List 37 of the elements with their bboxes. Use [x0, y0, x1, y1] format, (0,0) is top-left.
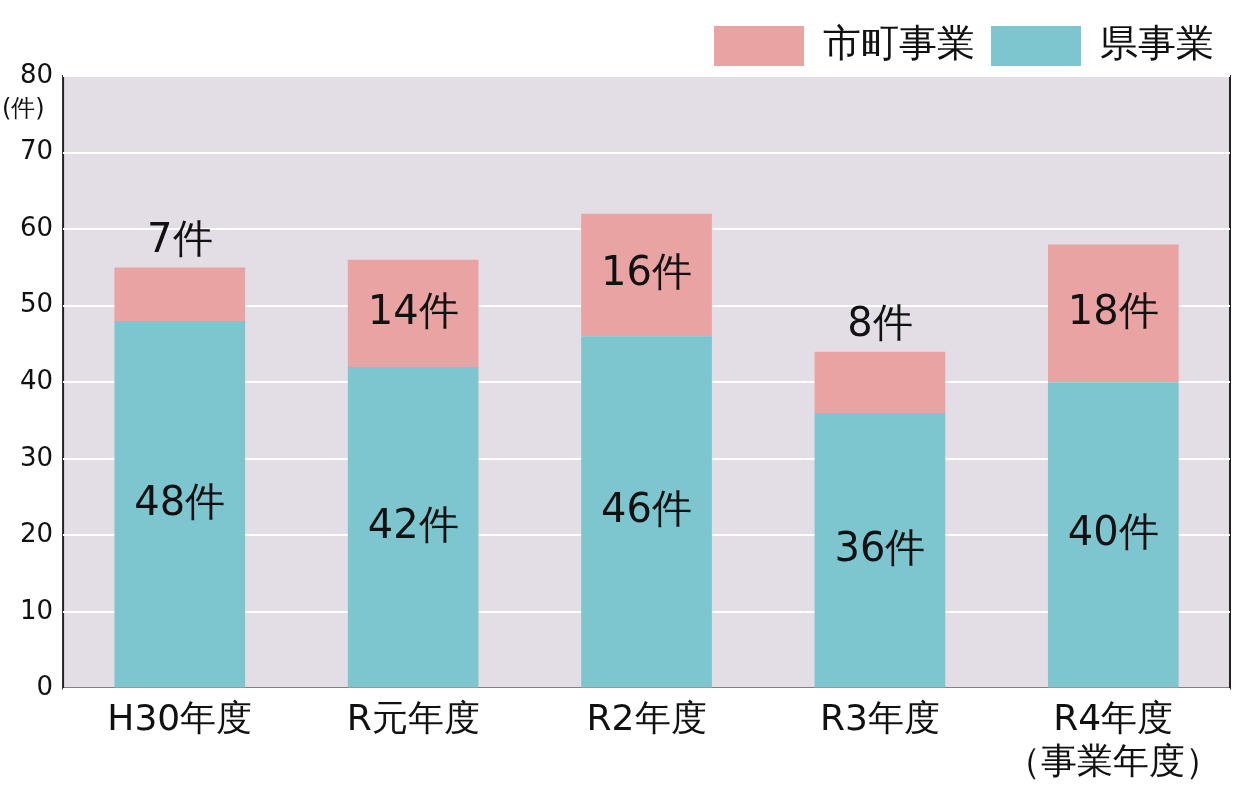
data-label: 40件: [1067, 508, 1159, 555]
y-tick-label: 0: [36, 671, 54, 702]
bar: [114, 267, 246, 322]
data-label: 42件: [367, 500, 459, 547]
bar: [814, 351, 946, 413]
data-label: 8件: [847, 299, 913, 346]
bar: [814, 412, 946, 688]
y-tick-label: 80: [19, 58, 54, 89]
bar: [1047, 382, 1179, 688]
y-tick-label: 10: [19, 594, 54, 625]
x-tick-label: H30年度: [107, 696, 253, 738]
data-label: 36件: [834, 523, 926, 570]
data-label: 14件: [367, 286, 459, 333]
bar: [114, 321, 246, 688]
data-label: 18件: [1067, 286, 1159, 333]
legend-label: 市町事業: [823, 20, 975, 65]
data-label: 7件: [147, 214, 213, 261]
x-tick-label: R4年度（事業年度）: [1005, 696, 1222, 781]
x-tick-label: R3年度: [819, 696, 940, 738]
y-tick-label: 20: [19, 518, 54, 549]
bar: [1047, 244, 1179, 383]
data-label: 16件: [601, 248, 692, 295]
bar: [347, 366, 479, 688]
data-label: 46件: [601, 485, 692, 532]
x-tick-label: R元年度: [346, 696, 480, 738]
y-tick-label: 50: [19, 288, 54, 319]
legend-label: 県事業: [1100, 20, 1214, 65]
bar: [581, 213, 712, 337]
y-axis-title: (件): [2, 94, 45, 123]
data-label: 48件: [134, 477, 226, 524]
bar: [581, 336, 712, 688]
y-tick-label: 60: [19, 211, 54, 242]
y-tick-label: 70: [19, 135, 54, 166]
y-tick-label: 40: [19, 365, 54, 396]
y-tick-label: 30: [19, 441, 54, 472]
bar: [347, 259, 479, 367]
x-tick-label: R2年度: [586, 696, 707, 738]
